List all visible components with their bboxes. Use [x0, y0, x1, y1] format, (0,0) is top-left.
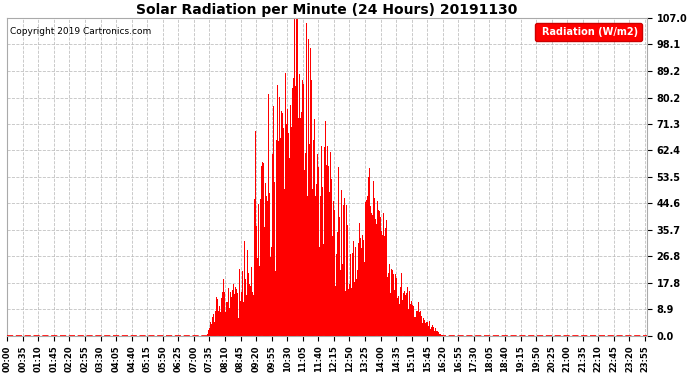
Legend: Radiation (W/m2): Radiation (W/m2) — [535, 23, 642, 40]
Text: Copyright 2019 Cartronics.com: Copyright 2019 Cartronics.com — [10, 27, 152, 36]
Title: Solar Radiation per Minute (24 Hours) 20191130: Solar Radiation per Minute (24 Hours) 20… — [137, 3, 518, 17]
